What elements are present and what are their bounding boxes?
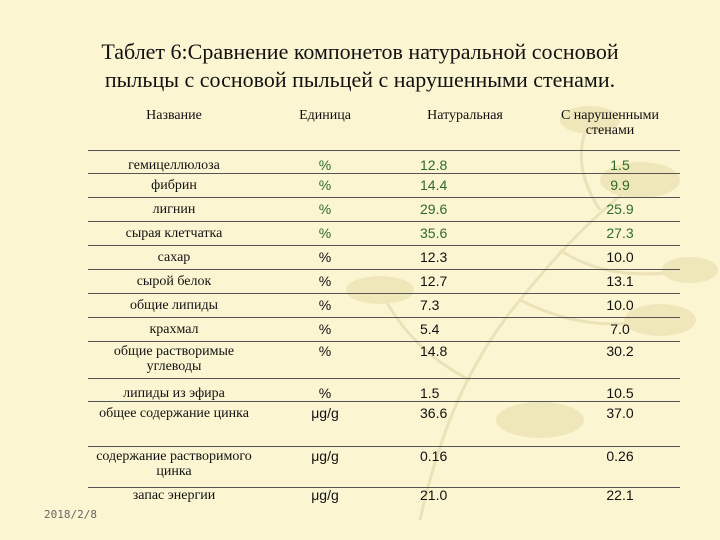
row-broken: 27.3	[540, 221, 680, 246]
table-row: гемицеллюлоза % 12.8 1.5	[88, 150, 680, 174]
row-natural: 36.6	[390, 401, 540, 447]
table-row: содержание растворимого цинка μg/g 0.16 …	[88, 446, 680, 488]
header-broken: С нарушенными стенами	[540, 104, 680, 151]
row-unit: %	[260, 269, 390, 294]
row-broken: 0.26	[540, 446, 680, 488]
row-unit: μg/g	[260, 401, 390, 447]
title-line-2: пыльцы с сосновой пыльцей с нарушенными …	[104, 67, 616, 92]
row-name: общие растворимые углеводы	[88, 341, 260, 379]
row-name: запас энергии	[132, 488, 216, 503]
table-row: общие липиды % 7.3 10.0	[88, 293, 680, 318]
composition-table: Название Единица Натуральная С нарушенны…	[88, 104, 680, 510]
header-unit: Единица	[260, 104, 390, 151]
row-unit: %	[260, 293, 390, 318]
row-name: фибрин	[88, 173, 260, 198]
table-row: липиды из эфира % 1.5 10.5	[88, 378, 680, 402]
row-unit: %	[260, 245, 390, 270]
header-name: Название	[88, 104, 260, 151]
row-name: общее содержание цинка	[88, 401, 260, 447]
table-row: сырая клетчатка % 35.6 27.3	[88, 221, 680, 246]
row-natural: 29.6	[390, 197, 540, 222]
row-natural: 21.0	[420, 487, 448, 503]
row-name: крахмал	[88, 317, 260, 342]
row-natural: 12.7	[390, 269, 540, 294]
row-unit: %	[260, 197, 390, 222]
row-natural: 35.6	[390, 221, 540, 246]
row-name: сырая клетчатка	[88, 221, 260, 246]
row-name: сахар	[88, 245, 260, 270]
table-row: фибрин % 14.4 9.9	[88, 173, 680, 198]
row-unit: %	[260, 150, 390, 174]
table-row: сырой белок % 12.7 13.1	[88, 269, 680, 294]
row-natural: 12.8	[390, 150, 540, 174]
row-broken: 25.9	[540, 197, 680, 222]
row-broken: 10.5	[540, 378, 680, 402]
row-unit: %	[260, 221, 390, 246]
table-header-row: Название Единица Натуральная С нарушенны…	[88, 104, 680, 151]
row-name: содержание растворимого цинка	[88, 446, 260, 488]
row-unit: %	[260, 173, 390, 198]
table-row: сахар % 12.3 10.0	[88, 245, 680, 270]
row-natural: 0.16	[390, 446, 540, 488]
row-natural: 7.3	[390, 293, 540, 318]
row-broken: 9.9	[540, 173, 680, 198]
row-broken: 10.0	[540, 293, 680, 318]
row-broken: 10.0	[540, 245, 680, 270]
row-natural: 12.3	[390, 245, 540, 270]
table-row: крахмал % 5.4 7.0	[88, 317, 680, 342]
row-broken: 30.2	[540, 341, 680, 379]
table-row: запас энергии μg/g 21.0 22.1	[88, 488, 680, 511]
table-row: общие растворимые углеводы % 14.8 30.2	[88, 341, 680, 379]
slide-date: 2018/2/8	[44, 508, 97, 521]
row-unit: %	[260, 341, 390, 379]
row-broken: 1.5	[540, 150, 680, 174]
row-broken: 37.0	[540, 401, 680, 447]
row-unit: %	[260, 378, 390, 402]
row-broken: 22.1	[606, 487, 634, 503]
row-broken: 13.1	[540, 269, 680, 294]
row-name: сырой белок	[88, 269, 260, 294]
table-row: лигнин % 29.6 25.9	[88, 197, 680, 222]
row-natural: 14.4	[390, 173, 540, 198]
row-natural: 1.5	[390, 378, 540, 402]
row-natural: 14.8	[390, 341, 540, 379]
row-name: общие липиды	[88, 293, 260, 318]
row-unit: %	[260, 317, 390, 342]
table-row: общее содержание цинка μg/g 36.6 37.0	[88, 401, 680, 447]
row-name: липиды из эфира	[88, 378, 260, 402]
row-natural: 5.4	[390, 317, 540, 342]
row-name: гемицеллюлоза	[88, 150, 260, 174]
title-line-1: Таблет 6:Сравнение компонетов натурально…	[101, 39, 619, 64]
row-name: лигнин	[88, 197, 260, 222]
row-unit: μg/g	[260, 446, 390, 488]
row-broken: 7.0	[540, 317, 680, 342]
header-natural: Натуральная	[390, 104, 540, 151]
slide-title: Таблет 6:Сравнение компонетов натурально…	[20, 38, 700, 94]
row-unit: μg/g	[311, 487, 339, 503]
